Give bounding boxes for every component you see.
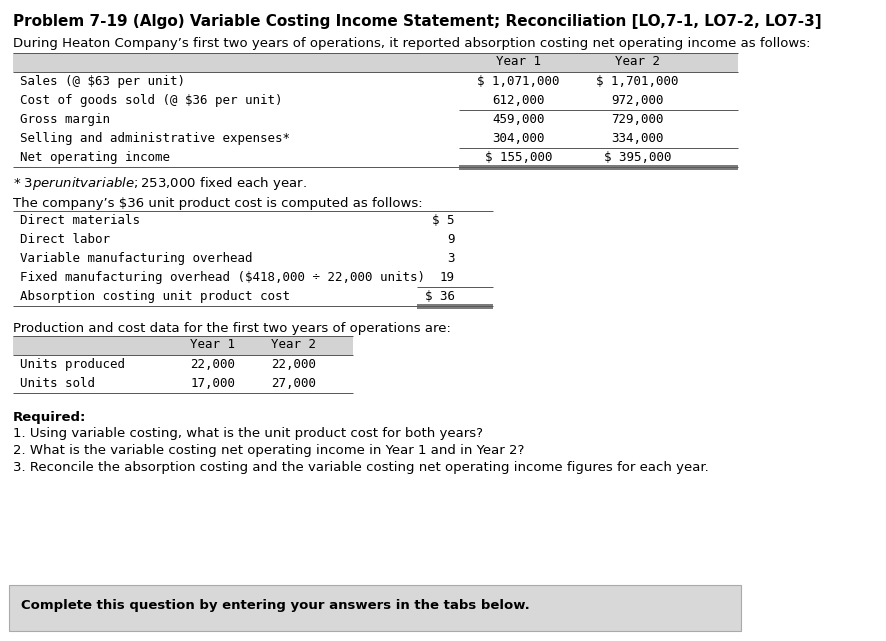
Text: $ 5: $ 5 (431, 214, 455, 227)
Text: 304,000: 304,000 (492, 132, 544, 145)
Text: Year 1: Year 1 (495, 55, 540, 68)
Bar (9, 585, 741, 631)
Text: Direct materials: Direct materials (19, 214, 139, 227)
Text: Gross margin: Gross margin (19, 113, 110, 126)
Text: Year 1: Year 1 (190, 338, 235, 351)
Text: 334,000: 334,000 (610, 132, 664, 145)
Text: 19: 19 (439, 271, 455, 284)
Text: Year 2: Year 2 (615, 55, 659, 68)
Text: The company’s $36 unit product cost is computed as follows:: The company’s $36 unit product cost is c… (12, 197, 422, 210)
Text: 2. What is the variable costing net operating income in Year 1 and in Year 2?: 2. What is the variable costing net oper… (12, 444, 524, 457)
Text: 9: 9 (447, 233, 455, 246)
Text: Year 2: Year 2 (270, 338, 315, 351)
Text: 1. Using variable costing, what is the unit product cost for both years?: 1. Using variable costing, what is the u… (12, 427, 482, 440)
Text: 22,000: 22,000 (270, 358, 315, 371)
Bar (12, 336, 353, 355)
Text: 3: 3 (447, 252, 455, 265)
Text: Units produced: Units produced (19, 358, 124, 371)
Text: Selling and administrative expenses*: Selling and administrative expenses* (19, 132, 289, 145)
Text: Production and cost data for the first two years of operations are:: Production and cost data for the first t… (12, 322, 450, 335)
Text: Variable manufacturing overhead: Variable manufacturing overhead (19, 252, 252, 265)
Text: 27,000: 27,000 (270, 377, 315, 390)
Text: 22,000: 22,000 (190, 358, 235, 371)
Text: 17,000: 17,000 (190, 377, 235, 390)
Text: Sales (@ $63 per unit): Sales (@ $63 per unit) (19, 75, 184, 88)
Text: During Heaton Company’s first two years of operations, it reported absorption co: During Heaton Company’s first two years … (12, 37, 809, 50)
Text: $ 1,701,000: $ 1,701,000 (595, 75, 678, 88)
Text: Cost of goods sold (@ $36 per unit): Cost of goods sold (@ $36 per unit) (19, 94, 282, 107)
Text: Direct labor: Direct labor (19, 233, 110, 246)
Text: 3. Reconcile the absorption costing and the variable costing net operating incom: 3. Reconcile the absorption costing and … (12, 461, 708, 474)
Text: Net operating income: Net operating income (19, 151, 169, 164)
Text: $ 395,000: $ 395,000 (603, 151, 671, 164)
Text: 972,000: 972,000 (610, 94, 664, 107)
Text: Problem 7-19 (Algo) Variable Costing Income Statement; Reconciliation [LO,7-1, L: Problem 7-19 (Algo) Variable Costing Inc… (12, 14, 820, 29)
Text: Required:: Required: (12, 411, 86, 424)
Bar (12, 53, 737, 72)
Text: 729,000: 729,000 (610, 113, 664, 126)
Text: $ 155,000: $ 155,000 (485, 151, 552, 164)
Text: Units sold: Units sold (19, 377, 95, 390)
Text: * $3 per unit variable; $253,000 fixed each year.: * $3 per unit variable; $253,000 fixed e… (12, 175, 307, 192)
Text: Fixed manufacturing overhead ($418,000 ÷ 22,000 units): Fixed manufacturing overhead ($418,000 ÷… (19, 271, 424, 284)
Text: Complete this question by entering your answers in the tabs below.: Complete this question by entering your … (21, 599, 530, 612)
Text: $ 1,071,000: $ 1,071,000 (477, 75, 559, 88)
Text: Absorption costing unit product cost: Absorption costing unit product cost (19, 290, 289, 303)
Text: 612,000: 612,000 (492, 94, 544, 107)
Text: $ 36: $ 36 (424, 290, 455, 303)
Text: 459,000: 459,000 (492, 113, 544, 126)
